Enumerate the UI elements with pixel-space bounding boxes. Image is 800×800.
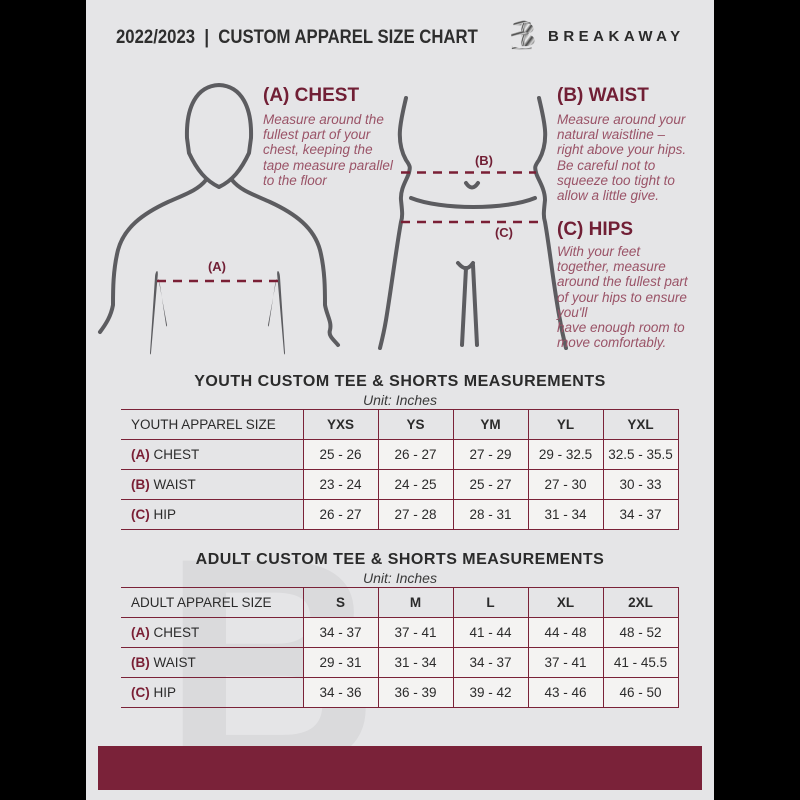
svg-text:(B): (B) [475,153,493,168]
svg-text:(A): (A) [208,259,226,274]
svg-text:(C): (C) [495,225,513,240]
